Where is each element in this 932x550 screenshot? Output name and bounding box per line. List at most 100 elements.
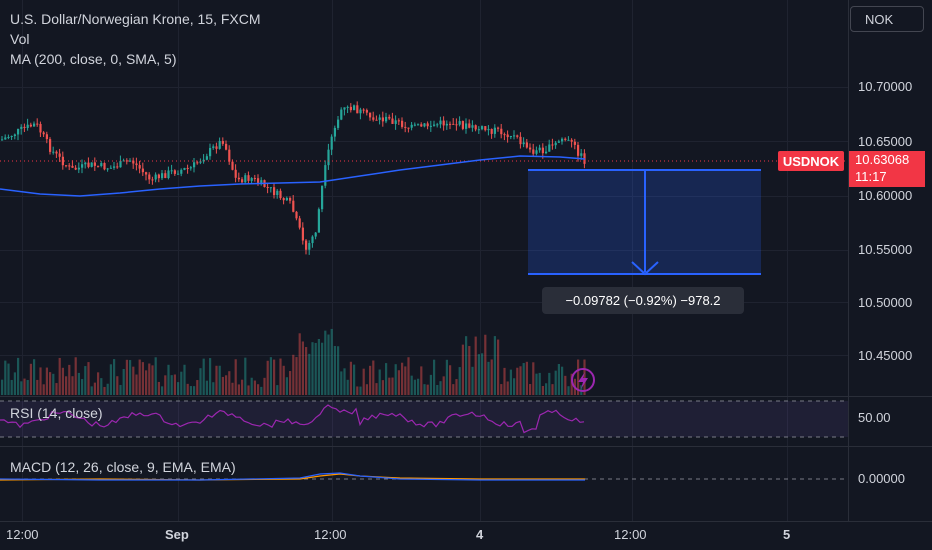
candle-body xyxy=(311,236,314,244)
volume-bar xyxy=(42,384,45,395)
time-tick: 12:00 xyxy=(614,527,647,542)
candle-body xyxy=(154,174,157,180)
candle-body xyxy=(161,173,164,179)
candle-body xyxy=(49,139,52,152)
volume-bar xyxy=(497,339,500,395)
volume-bar xyxy=(55,383,58,395)
volume-bar xyxy=(218,365,221,395)
candle-body xyxy=(375,119,378,121)
volume-bar xyxy=(449,365,452,395)
macd-legend[interactable]: MACD (12, 26, close, 9, EMA, EMA) xyxy=(10,459,236,475)
volume-bar xyxy=(119,384,122,395)
candle-body xyxy=(289,197,292,201)
candle-body xyxy=(196,162,199,164)
candle-body xyxy=(516,135,519,137)
volume-bar xyxy=(157,381,160,395)
candle-body xyxy=(442,120,445,126)
rsi-legend[interactable]: RSI (14, close) xyxy=(10,405,103,421)
candle-body xyxy=(39,123,42,133)
candle-body xyxy=(93,162,96,166)
macd-line xyxy=(0,472,585,481)
candle-body xyxy=(103,163,106,170)
volume-bar xyxy=(321,342,324,395)
candle-body xyxy=(493,127,496,134)
candle-body xyxy=(141,168,144,173)
candle-body xyxy=(349,106,352,111)
volume-bar xyxy=(231,382,234,395)
volume-bar xyxy=(413,379,416,395)
volume-bar xyxy=(266,360,269,395)
volume-bar xyxy=(529,384,532,395)
candle-body xyxy=(471,125,474,128)
volume-bar xyxy=(426,384,429,395)
volume-bar xyxy=(164,375,167,395)
candle-body xyxy=(353,105,356,111)
volume-bar xyxy=(439,381,442,395)
candle-body xyxy=(407,127,410,129)
candle-body xyxy=(417,124,420,126)
candle-body xyxy=(298,218,301,228)
candle-body xyxy=(221,141,224,144)
volume-bar xyxy=(471,366,474,395)
currency-button[interactable]: NOK xyxy=(850,6,924,32)
candle-body xyxy=(545,151,548,154)
candle-body xyxy=(241,179,244,183)
volume-bar xyxy=(209,358,212,395)
candle-body xyxy=(276,190,279,196)
volume-bar xyxy=(490,359,493,395)
candle-body xyxy=(189,167,192,169)
candle-body xyxy=(580,153,583,156)
candle-body xyxy=(61,156,64,166)
volume-bar xyxy=(273,359,276,395)
candle-body xyxy=(468,123,471,128)
candle-body xyxy=(577,144,580,156)
candle-body xyxy=(561,138,564,142)
candle-body xyxy=(285,197,288,201)
volume-bar xyxy=(205,380,208,395)
candle-body xyxy=(129,160,132,162)
volume-legend[interactable]: Vol xyxy=(10,31,30,47)
candle-body xyxy=(487,128,490,131)
volume-bar xyxy=(189,386,192,395)
volume-bar xyxy=(106,383,109,395)
candle-body xyxy=(33,123,36,127)
volume-bar xyxy=(135,374,138,395)
pane-separator[interactable] xyxy=(0,396,932,397)
volume-bar xyxy=(487,361,490,395)
moving-average-line xyxy=(0,155,586,197)
volume-bar xyxy=(513,378,516,395)
candle-body xyxy=(522,142,525,145)
volume-bar xyxy=(525,361,528,395)
pane-separator[interactable] xyxy=(0,446,932,447)
candle-body xyxy=(324,165,327,186)
bar-countdown: 11:17 xyxy=(855,169,887,184)
candle-body xyxy=(116,166,119,168)
time-tick: 4 xyxy=(476,527,484,542)
volume-bar xyxy=(253,380,256,395)
candle-body xyxy=(90,162,93,167)
volume-bar xyxy=(154,357,157,395)
volume-bar xyxy=(84,366,87,395)
candle-body xyxy=(327,149,330,166)
time-tick: 5 xyxy=(783,527,791,542)
volume-bar xyxy=(196,380,199,395)
candle-body xyxy=(148,174,151,180)
grid-line xyxy=(0,250,848,251)
measure-label: −0.09782 (−0.92%) −978.2 xyxy=(542,287,744,314)
candle-body xyxy=(378,117,381,120)
volume-bar xyxy=(337,346,340,395)
candle-body xyxy=(68,165,71,167)
volume-bar xyxy=(340,371,343,395)
symbol-title[interactable]: U.S. Dollar/Norwegian Krone, 15, FXCM xyxy=(10,11,261,27)
volume-bar xyxy=(420,366,423,395)
volume-bar xyxy=(292,354,295,395)
volume-bar xyxy=(289,371,292,395)
candle-body xyxy=(359,109,362,114)
volume-bar xyxy=(285,377,288,395)
ma-legend[interactable]: MA (200, close, 0, SMA, 5) xyxy=(10,51,177,67)
candle-body xyxy=(151,179,154,181)
volume-bar xyxy=(199,368,202,395)
volume-bar xyxy=(129,360,132,395)
